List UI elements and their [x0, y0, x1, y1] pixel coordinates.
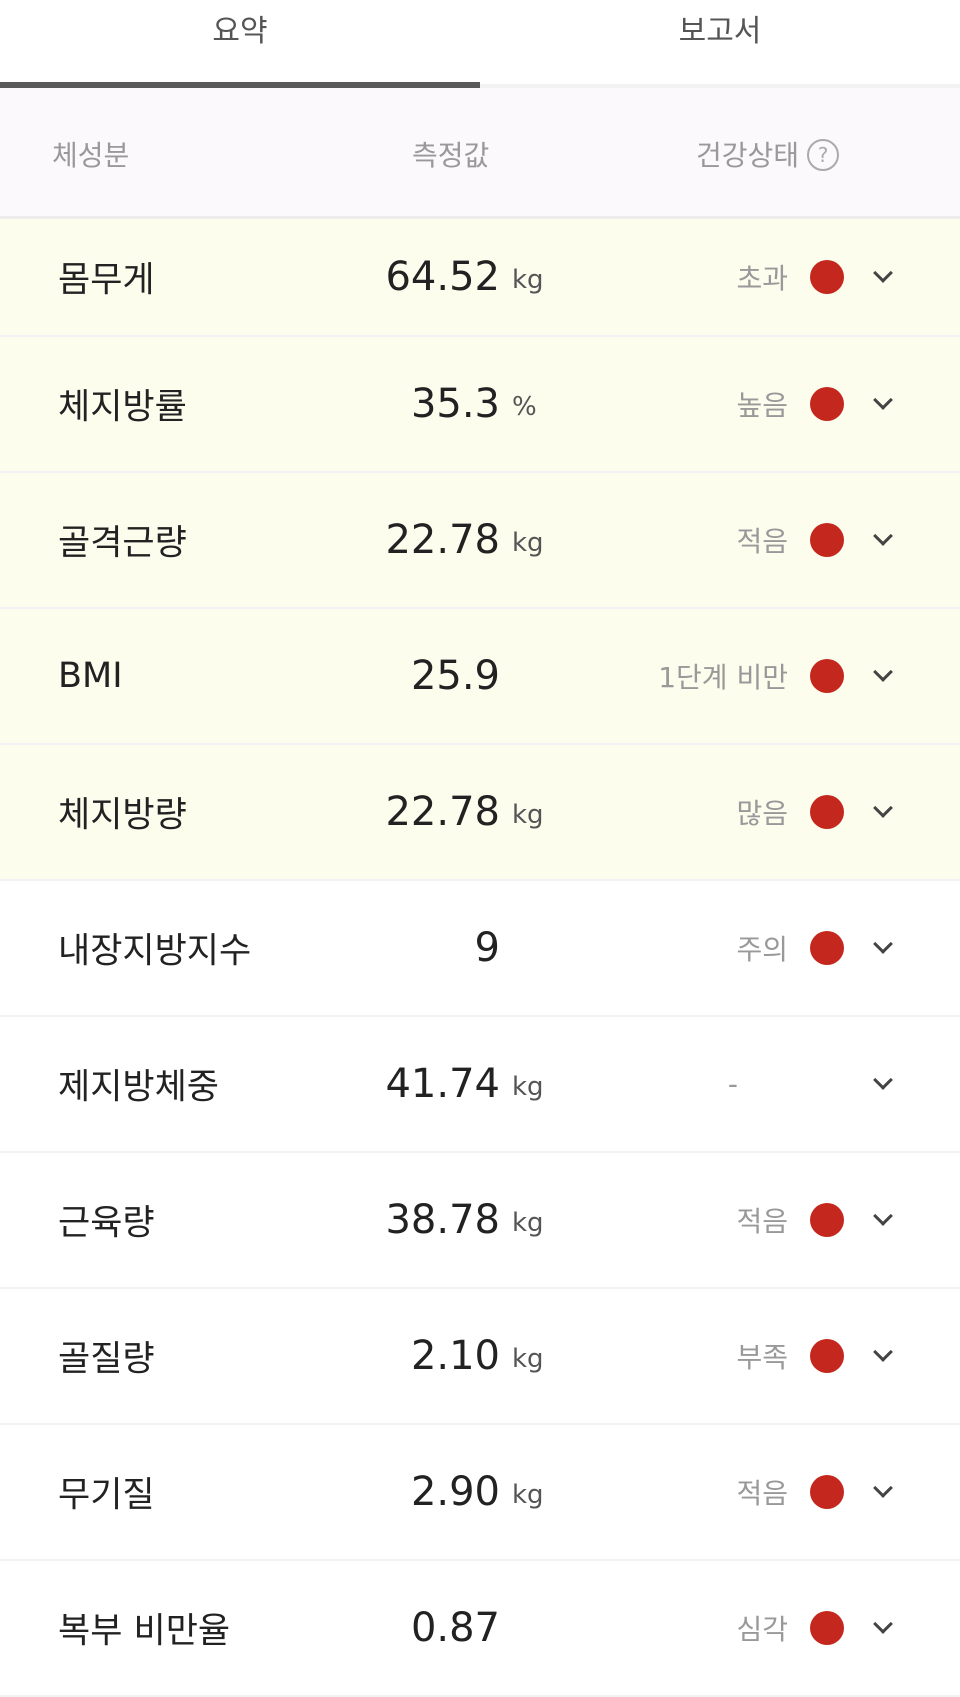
status-dot-icon — [810, 795, 844, 829]
chevron-down-icon[interactable] — [873, 526, 893, 546]
metric-name: BMI — [58, 656, 123, 696]
health-status: 부족 — [736, 1341, 788, 1374]
chevron-down-icon[interactable] — [873, 1070, 893, 1090]
table-row[interactable]: 몸무게 64.52 kg 초과 — [0, 219, 960, 337]
metric-unit: kg — [512, 1344, 544, 1374]
table-row[interactable]: 체지방률 35.3 % 높음 — [0, 337, 960, 473]
metric-unit: kg — [512, 265, 544, 295]
health-status: - — [727, 1067, 738, 1101]
status-dot-icon — [810, 1475, 844, 1509]
metric-name: 체지방률 — [58, 387, 187, 428]
tab-bar: 요약 보고서 — [0, 0, 960, 88]
health-status: 심각 — [736, 1613, 788, 1646]
metric-value: 41.74 — [385, 1061, 500, 1107]
metric-value: 35.3 — [410, 381, 500, 427]
metric-value: 2.90 — [410, 1469, 500, 1515]
metric-value: 22.78 — [385, 517, 500, 563]
metric-unit: kg — [512, 800, 544, 830]
metric-unit: kg — [512, 1072, 544, 1102]
table-row[interactable]: 골질량 2.10 kg 부족 — [0, 1289, 960, 1425]
tab-report[interactable]: 보고서 — [678, 14, 762, 49]
metric-unit: % — [512, 392, 537, 422]
status-dot-icon — [810, 1203, 844, 1237]
chevron-down-icon[interactable] — [873, 934, 893, 954]
status-dot-icon — [810, 931, 844, 965]
status-dot-icon — [810, 659, 844, 693]
table-row[interactable]: BMI 25.9 1단계 비만 — [0, 609, 960, 745]
metric-name: 몸무게 — [58, 260, 155, 301]
metric-value: 38.78 — [385, 1197, 500, 1243]
health-status: 1단계 비만 — [658, 661, 788, 694]
health-status: 초과 — [736, 262, 788, 295]
metric-name: 근육량 — [58, 1203, 155, 1244]
chevron-down-icon[interactable] — [873, 1614, 893, 1634]
metric-unit: kg — [512, 1480, 544, 1510]
health-status: 주의 — [736, 933, 788, 966]
chevron-down-icon[interactable] — [873, 1478, 893, 1498]
status-dot-icon — [810, 387, 844, 421]
health-status: 적음 — [736, 525, 788, 558]
chevron-down-icon[interactable] — [873, 263, 893, 283]
status-dot-icon — [810, 1611, 844, 1645]
header-health-status-label: 건강상태 — [696, 139, 800, 172]
health-status: 적음 — [736, 1477, 788, 1510]
health-status: 많음 — [736, 797, 788, 830]
metric-unit: kg — [512, 528, 544, 558]
table-row[interactable]: 체지방량 22.78 kg 많음 — [0, 745, 960, 881]
metric-value: 9 — [474, 925, 500, 971]
metric-name: 제지방체중 — [58, 1067, 220, 1108]
metric-name: 무기질 — [58, 1475, 155, 1516]
metric-value: 25.9 — [410, 653, 500, 699]
metric-value: 0.87 — [410, 1605, 500, 1651]
header-health-status: 건강상태? — [696, 134, 840, 174]
header-body-composition: 체성분 — [52, 139, 130, 172]
table-row[interactable]: 내장지방지수 9 주의 — [0, 881, 960, 1017]
chevron-down-icon[interactable] — [873, 1206, 893, 1226]
health-status: 적음 — [736, 1205, 788, 1238]
chevron-down-icon[interactable] — [873, 662, 893, 682]
table-row[interactable]: 제지방체중 41.74 kg - — [0, 1017, 960, 1153]
metric-name: 내장지방지수 — [58, 931, 252, 972]
status-dot-icon — [810, 1339, 844, 1373]
question-circle-icon[interactable]: ? — [807, 139, 840, 171]
health-status: 높음 — [736, 389, 788, 422]
metric-unit: kg — [512, 1208, 544, 1238]
tab-summary[interactable]: 요약 — [0, 0, 480, 88]
metric-value: 22.78 — [385, 789, 500, 835]
metric-value: 2.10 — [410, 1333, 500, 1379]
status-dot-icon — [810, 523, 844, 557]
header-measured-value: 측정값 — [412, 139, 490, 172]
table-header: 체성분 측정값 건강상태? — [0, 88, 960, 219]
metric-name: 체지방량 — [58, 795, 187, 836]
table-row[interactable]: 골격근량 22.78 kg 적음 — [0, 473, 960, 609]
table-row[interactable]: 무기질 2.90 kg 적음 — [0, 1425, 960, 1561]
chevron-down-icon[interactable] — [873, 1342, 893, 1362]
metric-name: 복부 비만율 — [58, 1611, 231, 1652]
status-dot-icon — [810, 260, 844, 294]
metric-value: 64.52 — [385, 254, 500, 300]
metric-name: 골질량 — [58, 1339, 155, 1380]
chevron-down-icon[interactable] — [873, 390, 893, 410]
table-row[interactable]: 근육량 38.78 kg 적음 — [0, 1153, 960, 1289]
chevron-down-icon[interactable] — [873, 798, 893, 818]
metric-name: 골격근량 — [58, 523, 187, 564]
